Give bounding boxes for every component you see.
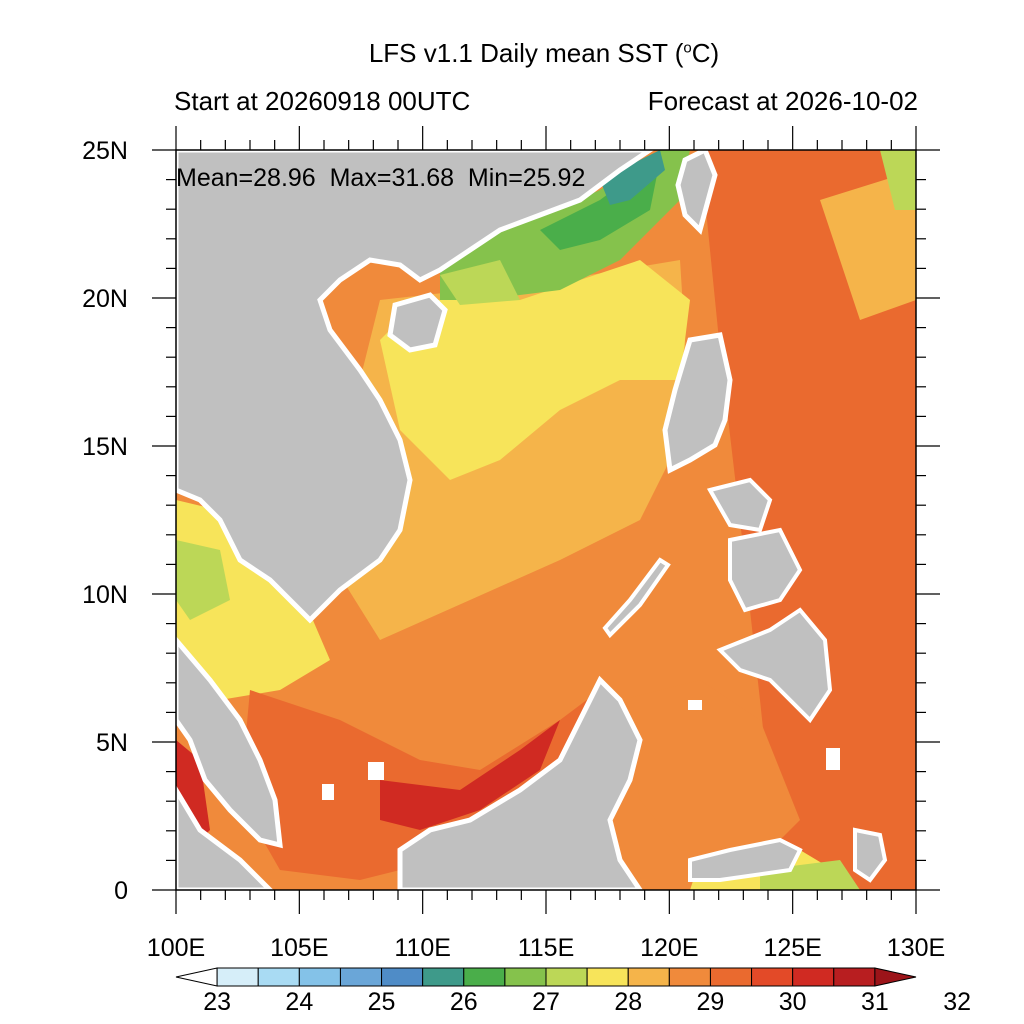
y-tick-label: 10N — [82, 581, 128, 609]
land-visayas — [706, 477, 773, 533]
stat-min: Min=25.92 — [467, 164, 586, 192]
mask-block — [688, 700, 702, 710]
y-tick-label: 15N — [82, 433, 128, 461]
pacific-green-patch — [880, 150, 916, 210]
stat-max: Max=31.68 — [329, 164, 454, 192]
land-borneo — [397, 675, 644, 890]
stats-summary: Mean=28.96 Max=31.68 Min=25.92 — [176, 164, 585, 193]
mask-block — [826, 748, 840, 770]
forecast-time-label: Forecast at 2026-10-02 — [647, 86, 918, 116]
land-taiwan — [675, 150, 718, 235]
pacific-warm-region — [700, 150, 916, 890]
celebes-sea — [620, 680, 800, 860]
x-tick-label: 120E — [640, 934, 698, 962]
land-mindanao — [716, 607, 833, 724]
x-tick-label: 125E — [763, 934, 821, 962]
map-title: LFS v1.1 Daily mean SST (oC) — [368, 38, 720, 68]
x-tick-label: 110E — [394, 934, 451, 962]
y-tick-label: 20N — [82, 285, 128, 313]
land-sumatra — [176, 785, 274, 890]
land-sulawesi — [688, 837, 803, 882]
x-tick-label: 105E — [270, 934, 328, 962]
scs-northern-yellow — [380, 260, 690, 480]
land-palawan — [602, 557, 671, 639]
pacific-cooler-patch — [820, 170, 916, 320]
mask-block — [368, 762, 384, 780]
x-tick-label: 115E — [518, 934, 575, 962]
x-tick-label: 100E — [147, 934, 205, 962]
land-luzon — [662, 332, 733, 474]
axis-ticks: 100E 105E 110E 115E 120E 125E 130E 25N 20N 15N 10N… — [82, 126, 945, 962]
coastal-lightgreen — [440, 260, 520, 305]
mask-block — [322, 784, 334, 800]
land-indochina — [176, 150, 655, 624]
land-halmahera — [853, 827, 888, 883]
x-tick-label: 130E — [887, 934, 945, 962]
start-time-label: Start at 20260918 00UTC — [174, 86, 471, 116]
southern-hot-core — [380, 720, 560, 830]
gulf-thailand-green — [176, 540, 230, 620]
land-hainan — [387, 292, 448, 353]
y-tick-label: 25N — [82, 137, 128, 165]
y-tick-label: 5N — [96, 729, 128, 757]
land-malay-peninsula — [176, 636, 283, 849]
y-tick-label: 0 — [114, 877, 128, 905]
sst-field — [176, 150, 916, 890]
stat-mean: Mean=28.96 — [176, 164, 316, 192]
land-panay-negros — [728, 527, 803, 613]
coastal-teal-core — [600, 150, 665, 205]
